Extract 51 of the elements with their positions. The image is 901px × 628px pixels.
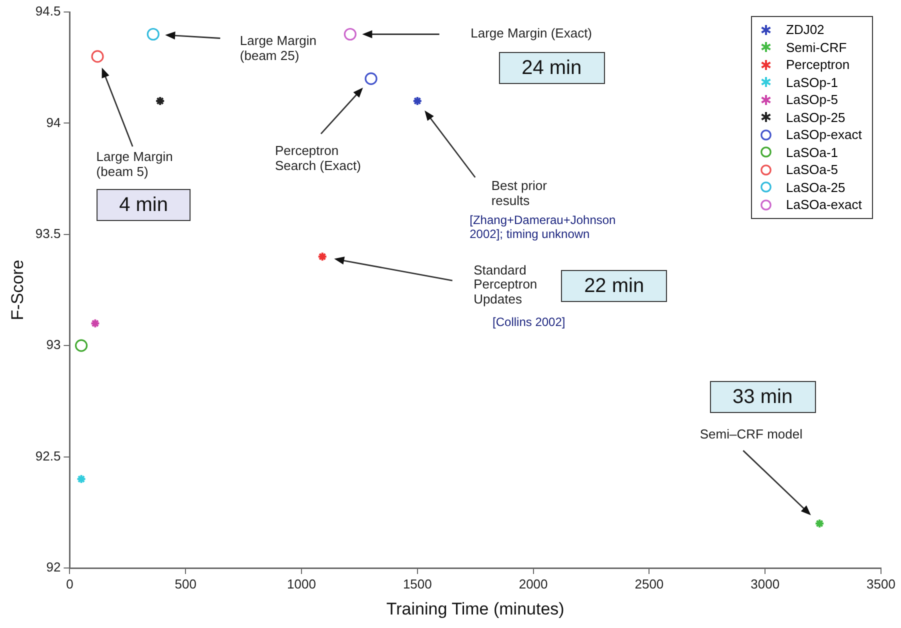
point — [91, 50, 104, 63]
annotation: Large Margin (beam 25) — [240, 33, 317, 64]
annotation: Best prior results — [491, 178, 547, 210]
point — [90, 318, 100, 328]
legend-label: LaSOa-5 — [786, 161, 838, 178]
y-tick-label: 93 — [46, 337, 61, 352]
annotation: 22 min — [561, 270, 668, 302]
x-tick-label: 2500 — [634, 576, 664, 592]
annotation: Large Margin (Exact) — [470, 26, 592, 42]
legend-label: Semi-CRF — [786, 38, 847, 56]
annotation: Semi–CRF model — [700, 426, 802, 442]
y-tick-label: 94.5 — [35, 4, 61, 19]
legend-label: LaSOp-5 — [786, 91, 838, 108]
point — [412, 96, 422, 106]
legend-label: ZDJ02 — [786, 21, 824, 38]
x-tick-label: 3000 — [750, 576, 780, 592]
x-tick-label: 3500 — [866, 576, 896, 592]
y-tick-label: 94 — [46, 114, 61, 130]
annotation: 4 min — [96, 189, 191, 222]
point — [76, 474, 86, 484]
legend-label: LaSOp-1 — [786, 74, 838, 91]
annotation: Standard Perceptron Updates — [474, 262, 538, 308]
annotation: Large Margin (beam 5) — [96, 150, 173, 180]
x-tick-label: 1500 — [402, 576, 432, 592]
annotation: Perceptron Search (Exact) — [274, 142, 361, 174]
y-tick-label: 92.5 — [35, 448, 61, 464]
legend-label: Perceptron — [786, 56, 850, 74]
x-tick-label: 500 — [174, 576, 196, 592]
annotation: [Zhang+Damerau+Johnson 2002]; timing unknown — [470, 212, 616, 242]
x-tick-label: 2000 — [518, 576, 548, 592]
annotation: 33 min — [710, 380, 816, 413]
point — [814, 518, 825, 529]
point — [155, 96, 166, 106]
point — [344, 28, 356, 41]
point — [74, 339, 88, 352]
legend-label: LaSOp-25 — [786, 108, 846, 126]
legend-label: LaSOa-25 — [786, 178, 846, 196]
point — [146, 28, 160, 41]
annotation: 24 min — [498, 52, 605, 84]
legend-label: LaSOa-1 — [786, 144, 838, 161]
y-tick-label: 92 — [46, 560, 61, 575]
legend-label: LaSOa-exact — [786, 196, 862, 214]
annotation: [Collins 2002] — [492, 315, 566, 330]
y-axis-title: F-Score — [8, 260, 27, 320]
legend-label: LaSOp-exact — [786, 126, 862, 144]
x-tick-label: 0 — [66, 576, 74, 592]
point — [317, 252, 328, 262]
y-tick-label: 93.5 — [35, 226, 61, 241]
x-tick-label: 1000 — [287, 576, 316, 592]
point — [364, 72, 378, 86]
x-axis-title: Training Time (minutes) — [386, 599, 564, 618]
